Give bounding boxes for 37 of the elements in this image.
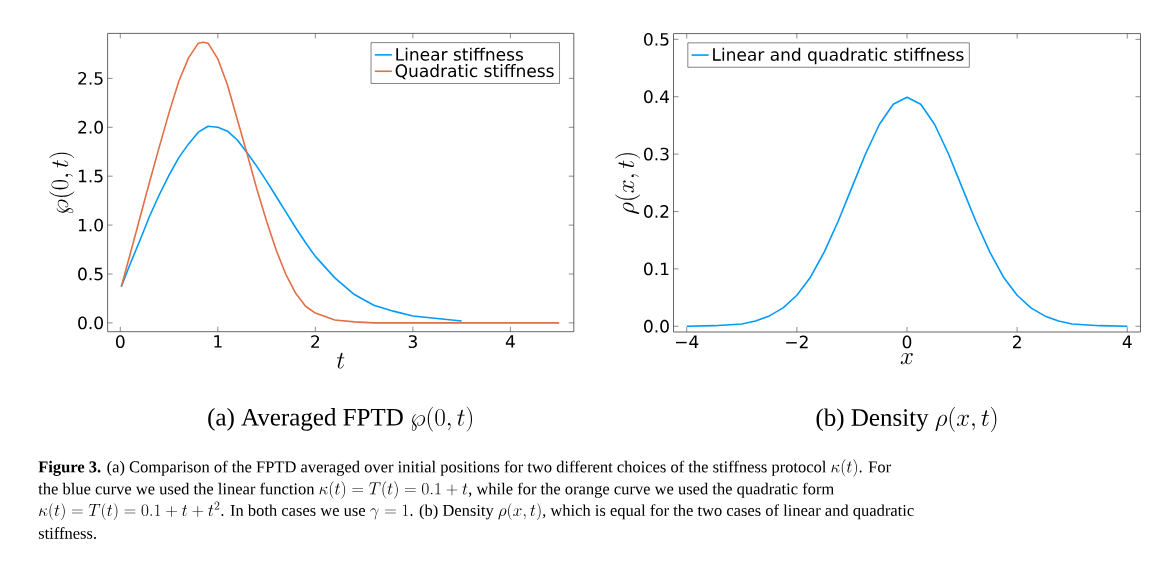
legend-label: Quadratic stiffness <box>395 64 554 80</box>
text: $\textrm{(b) Density }\rho(x,t)$ <box>816 407 997 432</box>
y-tick-label: 0.5 <box>644 32 669 46</box>
x-tick-label: 1 <box>214 335 222 348</box>
x-tick-label: 4 <box>505 335 515 348</box>
x-tick-label: −2 <box>786 335 808 349</box>
x-tick-label: 0 <box>115 335 125 349</box>
text: $\textrm{the blue curve we used the linear function }\kappa(t)=T(t)=0.1+t\textrm{, while for the orange curve we used the quadratic form}$ <box>38 481 834 499</box>
y-tick-label: 0.3 <box>644 147 669 161</box>
text: $\textrm{(a) Averaged FPTD }\wp(0,t)$ <box>208 406 473 432</box>
y-tick-label: 0.0 <box>78 316 103 330</box>
x-tick-label: −4 <box>676 335 699 348</box>
y-tick-label: 0.2 <box>644 205 669 218</box>
x-axis-title: $x$ <box>900 352 913 365</box>
x-tick-label: 0 <box>902 335 912 349</box>
x-tick-label: 4 <box>1122 335 1132 348</box>
y-tick-label: 0.4 <box>644 90 670 104</box>
x-tick-label: 3 <box>408 335 417 349</box>
y-tick-label: 0.1 <box>644 262 669 276</box>
y-tick-label: 1.0 <box>78 218 103 232</box>
y-axis-title: $\wp(0,t)$ <box>49 152 75 213</box>
x-tick-label: 2 <box>1012 335 1021 349</box>
y-tick-label: 0.5 <box>78 267 103 281</box>
text: $\textrm{\textbf{Figure 3.} (a) Comparison of the FPTD averaged over initial positions for two different choices of the stiffness protocol }\kappa(t)\textrm{. For}$ <box>38 459 891 477</box>
x-tick-label: 2 <box>311 335 320 348</box>
line-series <box>120 125 463 322</box>
y-tick-label: 1.5 <box>78 169 103 183</box>
line-series <box>685 96 1129 328</box>
y-tick-label: 0.0 <box>644 319 669 333</box>
text: $\kappa(t)=T(t)=0.1+t+t^2\textrm{. In both cases we use }\gamma=1\textrm{. (b) Density }\rho(x,t)\textrm{, which is equal for the two cases of linear and quadratic}$ <box>39 501 914 521</box>
y-tick-label: 2.5 <box>78 71 103 85</box>
legend-label: Linear stiffness <box>396 47 524 61</box>
text: $\textrm{stiffness.}$ <box>38 527 96 539</box>
legend-label: Linear and quadratic stiffness <box>713 47 964 65</box>
x-axis-title: $t$ <box>336 352 345 369</box>
y-axis-title: $\rho(x,t)$ <box>615 153 641 214</box>
y-tick-label: 2.0 <box>78 120 103 134</box>
